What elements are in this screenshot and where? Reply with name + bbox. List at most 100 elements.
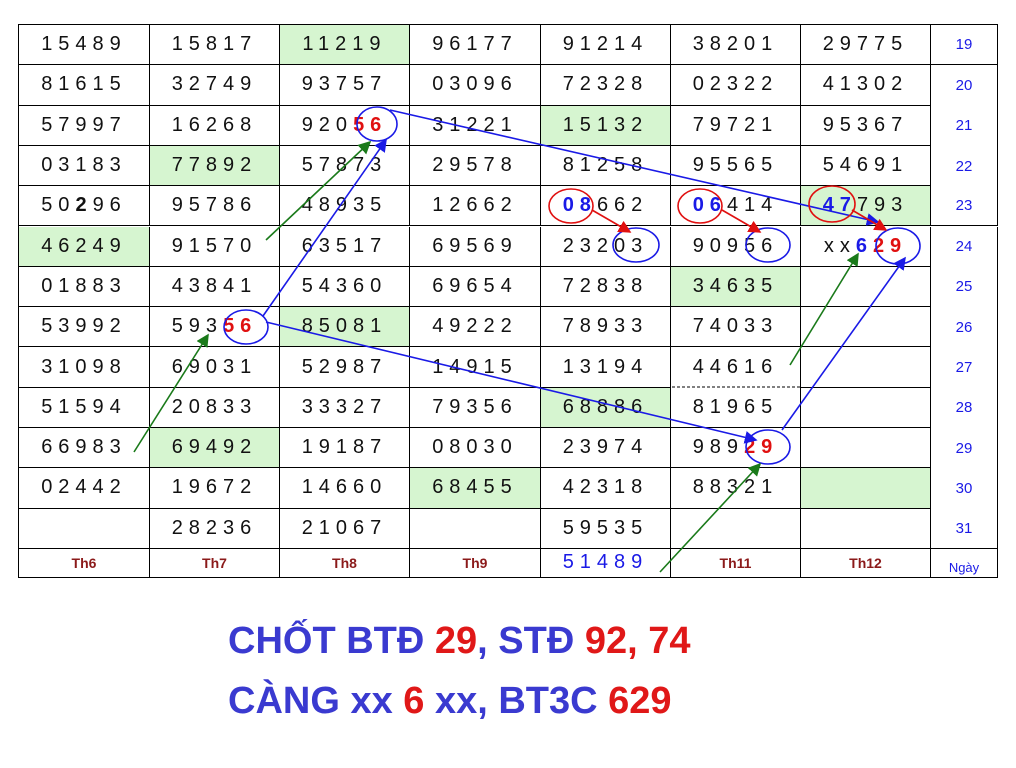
number-cell: 69569: [410, 226, 541, 267]
number-cell: 03183: [19, 145, 150, 187]
number-cell: 72328: [541, 65, 671, 106]
footer-segment: 629: [608, 680, 672, 722]
number-cell: 91214: [541, 25, 671, 66]
number-cell: 53992: [19, 307, 150, 348]
number-cell: 02442: [19, 468, 150, 509]
number-cell: 63517: [280, 226, 410, 267]
footer-segment: 6: [403, 680, 425, 722]
number-cell: 920 56: [280, 105, 410, 146]
number-cell: 14915: [410, 347, 541, 388]
number-cell: 15817: [150, 25, 280, 66]
header-cell: Th11: [671, 548, 801, 578]
number-cell: 54691: [801, 145, 931, 187]
number-cell: 68455: [410, 468, 541, 509]
number-cell: 19187: [280, 428, 410, 469]
number-cell: 69031: [150, 347, 280, 388]
number-cell: 11219: [280, 25, 410, 66]
header-cell: Ngày: [931, 548, 998, 578]
number-cell: 74033: [671, 307, 801, 348]
number-cell: 41302: [801, 65, 931, 106]
number-cell: [410, 508, 541, 549]
header-cell: Th12: [801, 548, 931, 578]
number-cell: 79721: [671, 105, 801, 146]
number-cell: 81615: [19, 65, 150, 106]
number-cell: 31098: [19, 347, 150, 388]
number-cell: xx 6 29: [801, 226, 931, 267]
number-cell: 15489: [19, 25, 150, 66]
number-cell: 59535: [541, 508, 671, 549]
number-cell: 33327: [280, 387, 410, 428]
number-cell: 48935: [280, 186, 410, 227]
day-cell: 30: [931, 468, 998, 509]
day-cell: 23: [931, 186, 998, 227]
day-cell: 24: [931, 226, 998, 267]
number-cell: 52987: [280, 347, 410, 388]
number-cell: [801, 428, 931, 469]
number-cell: 72838: [541, 266, 671, 308]
number-cell: 44616: [671, 347, 801, 388]
number-cell: [801, 468, 931, 509]
number-cell: 23203: [541, 226, 671, 267]
number-cell: 19672: [150, 468, 280, 509]
number-cell: 91570: [150, 226, 280, 267]
number-cell: 32749: [150, 65, 280, 106]
number-cell: 93757: [280, 65, 410, 106]
header-cell: Th9: [410, 548, 541, 578]
day-cell: 22: [931, 145, 998, 187]
header-cell: 51489: [541, 548, 671, 578]
number-cell: 51594: [19, 387, 150, 428]
number-cell: 90956: [671, 226, 801, 267]
number-cell: 54360: [280, 266, 410, 308]
number-cell: 42318: [541, 468, 671, 509]
number-cell: 95565: [671, 145, 801, 187]
number-cell: 95786: [150, 186, 280, 227]
number-cell: 95367: [801, 105, 931, 146]
number-cell: 69492: [150, 428, 280, 469]
number-cell: 68886: [541, 387, 671, 428]
number-cell: 15132: [541, 105, 671, 146]
number-cell: 85081: [280, 307, 410, 348]
day-cell: 28: [931, 387, 998, 428]
number-cell: 49222: [410, 307, 541, 348]
day-cell: 27: [931, 347, 998, 388]
number-cell: 96177: [410, 25, 541, 66]
number-cell: 21067: [280, 508, 410, 549]
number-cell: 69654: [410, 266, 541, 308]
header-cell: Th8: [280, 548, 410, 578]
footer-segment: 29: [434, 620, 478, 662]
number-cell: 50 2 96: [19, 186, 150, 227]
number-cell: 88321: [671, 468, 801, 509]
number-cell: 23974: [541, 428, 671, 469]
day-cell: 29: [931, 428, 998, 469]
number-cell: 13194: [541, 347, 671, 388]
number-cell: [801, 387, 931, 428]
day-cell: 21: [931, 105, 998, 146]
lottery-table: 15489 15817 11219 96177 91214 38201 29775 19 816…: [18, 24, 998, 578]
number-cell: 08030: [410, 428, 541, 469]
number-cell: 57873: [280, 145, 410, 187]
number-cell: 31221: [410, 105, 541, 146]
footer-segment: 92, 74: [584, 620, 691, 662]
number-cell: 02322: [671, 65, 801, 106]
number-cell: 593 56: [150, 307, 280, 348]
footer-line: CHỐT BTĐ 29, STĐ 92, 74: [228, 620, 691, 663]
number-cell: [19, 508, 150, 549]
number-cell: 16268: [150, 105, 280, 146]
day-cell: 20: [931, 65, 998, 106]
number-cell: 77892: [150, 145, 280, 187]
day-cell: 26: [931, 307, 998, 348]
footer-segment: xx, BT3C: [424, 680, 609, 722]
number-cell: [671, 508, 801, 549]
number-cell: 43841: [150, 266, 280, 308]
day-cell: 25: [931, 266, 998, 308]
number-cell: 28236: [150, 508, 280, 549]
header-cell: Th6: [19, 548, 150, 578]
number-cell: [801, 347, 931, 388]
number-cell: 81258: [541, 145, 671, 187]
header-cell: Th7: [150, 548, 280, 578]
number-cell: 06 414: [671, 186, 801, 227]
number-cell: 57997: [19, 105, 150, 146]
number-cell: 34635: [671, 266, 801, 308]
number-cell: 989 29: [671, 428, 801, 469]
